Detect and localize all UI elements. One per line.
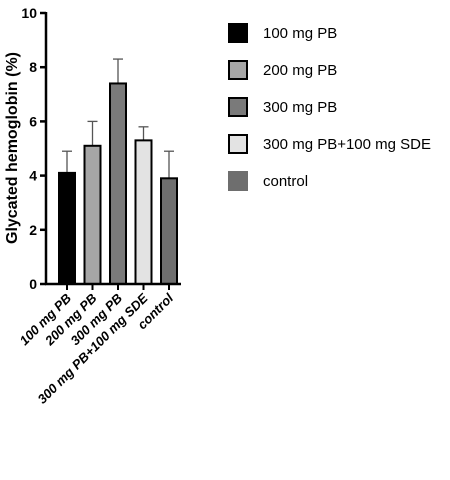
y-axis-label: Glycated hemoglobin (%) [4,52,21,244]
legend-label: 300 mg PB [263,99,337,116]
y-tick-label: 10 [21,5,37,21]
y-tick-label: 6 [29,113,37,129]
legend: 100 mg PB 200 mg PB 300 mg PB 300 mg PB+100… [228,23,431,191]
legend-swatch [228,23,248,43]
legend-swatch [228,60,248,80]
legend-swatch [228,171,248,191]
bar [109,82,127,285]
legend-label: control [263,173,308,190]
legend-label: 300 mg PB+100 mg SDE [263,136,431,153]
legend-label: 100 mg PB [263,25,337,42]
bar [160,177,178,285]
bar [134,139,153,285]
y-tick-label: 8 [29,59,37,75]
y-tick-label: 2 [29,222,37,238]
y-tick-label: 0 [29,276,37,292]
legend-swatch [228,134,248,154]
bar [58,171,76,285]
legend-label: 200 mg PB [263,62,337,79]
legend-swatch [228,97,248,117]
y-tick-label: 4 [29,168,37,184]
bar [83,144,102,285]
